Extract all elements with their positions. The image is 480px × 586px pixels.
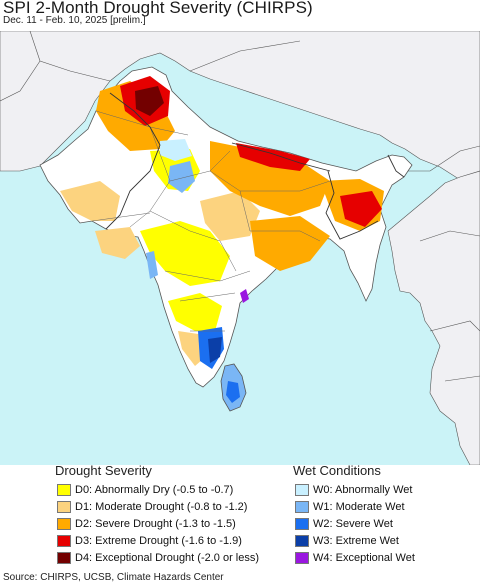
wet-legend-title: Wet Conditions	[293, 463, 381, 478]
region-d1-gujarat	[95, 227, 140, 259]
drought-map	[0, 31, 480, 465]
region-d4-kashmir	[135, 86, 164, 116]
legend-item-w3: W3: Extreme Wet	[295, 534, 399, 548]
legend-label-d4: D4: Exceptional Drought (-2.0 or less)	[75, 552, 260, 564]
region-d1-west	[60, 181, 120, 221]
legend-item-d4: D4: Exceptional Drought (-2.0 or less)	[57, 551, 259, 565]
outside-land-north	[0, 31, 480, 182]
legend-label-d3: D3: Extreme Drought (-1.6 to -1.9)	[75, 535, 242, 547]
region-w0-rajasthan	[160, 139, 192, 161]
region-w1-rajasthan	[168, 161, 195, 193]
swatch-d0	[57, 484, 71, 496]
country-borders-outside	[0, 31, 480, 382]
region-w1-westcoast	[146, 251, 158, 279]
legend-label-w3: W3: Extreme Wet	[313, 535, 399, 547]
swatch-w4	[295, 552, 309, 564]
map-title: SPI 2-Month Drought Severity (CHIRPS)	[3, 0, 313, 17]
region-d2-gangetic	[210, 141, 330, 216]
legend-item-d2: D2: Severe Drought (-1.3 to -1.5)	[57, 517, 236, 531]
swatch-w0	[295, 484, 309, 496]
region-d0-central	[140, 221, 230, 286]
legend-label-d1: D1: Moderate Drought (-0.8 to -1.2)	[75, 501, 248, 513]
region-d0-south	[168, 293, 222, 331]
country-borders	[105, 92, 405, 240]
legend-item-d0: D0: Abnormally Dry (-0.5 to -0.7)	[57, 483, 233, 497]
region-w3-tamilnadu	[208, 337, 222, 363]
drought-legend-title: Drought Severity	[55, 463, 152, 478]
swatch-d3	[57, 535, 71, 547]
legend-item-w2: W2: Severe Wet	[295, 517, 393, 531]
legend-label-d2: D2: Severe Drought (-1.3 to -1.5)	[75, 518, 236, 530]
region-d3-himalaya	[236, 143, 310, 171]
legend-item-d1: D1: Moderate Drought (-0.8 to -1.2)	[57, 500, 247, 514]
region-d3-bangladesh	[340, 191, 382, 227]
legend-label-w4: W4: Exceptional Wet	[313, 552, 415, 564]
legend-item-w1: W1: Moderate Wet	[295, 500, 405, 514]
region-d2-east	[250, 216, 330, 271]
swatch-d4	[57, 552, 71, 564]
swatch-w1	[295, 501, 309, 513]
sri-lanka-w2	[226, 381, 240, 403]
swatch-w2	[295, 518, 309, 530]
legend-label-w1: W1: Moderate Wet	[313, 501, 405, 513]
legend-label-d0: D0: Abnormally Dry (-0.5 to -0.7)	[75, 484, 234, 496]
legend-item-w0: W0: Abnormally Wet	[295, 483, 412, 497]
swatch-d2	[57, 518, 71, 530]
legend-item-d3: D3: Extreme Drought (-1.6 to -1.9)	[57, 534, 242, 548]
legend-item-w4: W4: Exceptional Wet	[295, 551, 415, 565]
swatch-w3	[295, 535, 309, 547]
swatch-d1	[57, 501, 71, 513]
outside-land-east	[387, 170, 480, 465]
source-credit: Source: CHIRPS, UCSB, Climate Hazards Ce…	[3, 572, 224, 583]
region-w4-eastcoast	[240, 289, 249, 303]
legend-label-w0: W0: Abnormally Wet	[313, 484, 413, 496]
legend-label-w2: W2: Severe Wet	[313, 518, 393, 530]
region-d1-central	[200, 191, 260, 241]
map-subtitle: Dec. 11 - Feb. 10, 2025 [prelim.]	[3, 15, 146, 26]
